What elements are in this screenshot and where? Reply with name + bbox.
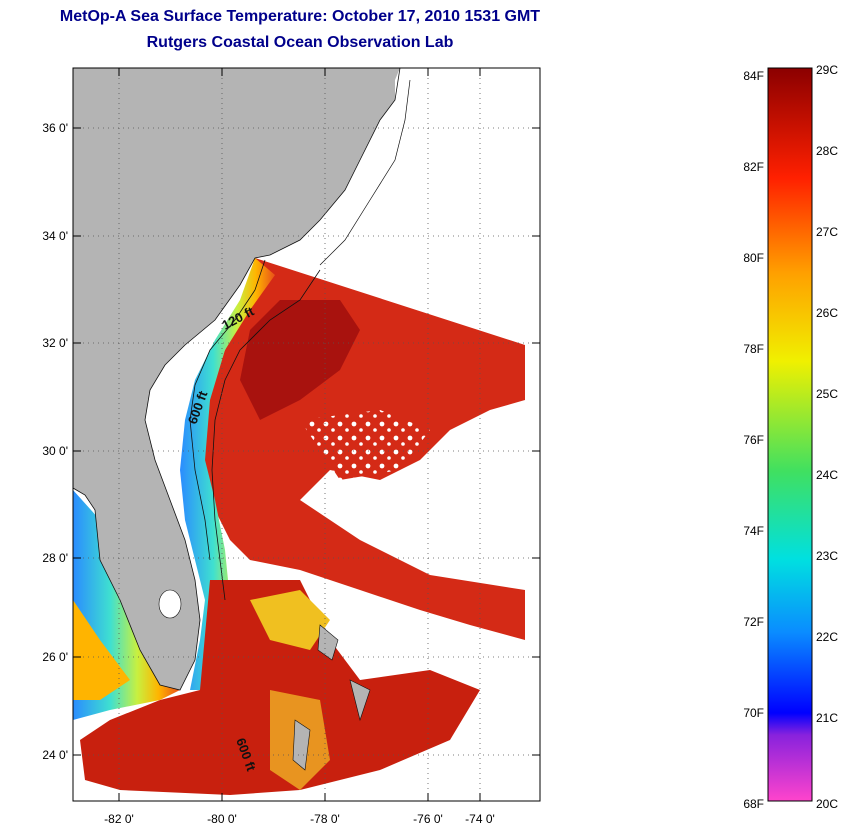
fahrenheit-label: 80F (743, 251, 764, 265)
latitude-labels: 36 0' 34 0' 32 0' 30 0' 28 0' 26 0' 24 0… (42, 121, 68, 762)
celsius-label: 24C (816, 468, 838, 482)
celsius-label: 25C (816, 387, 838, 401)
celsius-label: 28C (816, 144, 838, 158)
patchy-ocean (300, 410, 430, 480)
map-area[interactable]: 120 ft 600 ft 600 ft (73, 68, 540, 801)
lat-label: 26 0' (42, 650, 68, 664)
longitude-labels: -82 0' -80 0' -78 0' -76 0' -74 0' (104, 812, 495, 826)
isobath-600ft (211, 269, 321, 601)
fahrenheit-label: 78F (743, 342, 764, 356)
isobath-shelf-north (319, 79, 411, 266)
bahamas-islands (292, 624, 371, 771)
celsius-label: 21C (816, 711, 838, 725)
celsius-label: 27C (816, 225, 838, 239)
celsius-label: 23C (816, 549, 838, 563)
bahamas-bank-shallow (250, 590, 330, 650)
land-southeast-us (73, 68, 400, 690)
isobath-120ft (189, 259, 266, 561)
map-subtitle: Rutgers Coastal Ocean Observation Lab (146, 34, 454, 51)
celsius-label: 22C (816, 630, 838, 644)
lake-okeechobee (158, 589, 182, 619)
fahrenheit-label: 68F (743, 797, 764, 811)
lon-label: -82 0' (104, 812, 134, 826)
celsius-label: 29C (816, 63, 838, 77)
lat-label: 34 0' (42, 229, 68, 243)
lon-label: -78 0' (310, 812, 340, 826)
gulf-deep-water (73, 600, 130, 700)
lat-label: 24 0' (42, 748, 68, 762)
colorbar-fahrenheit-labels: 84F 82F 80F 78F 76F 74F 72F 70F 68F (743, 69, 764, 811)
lon-label: -76 0' (413, 812, 443, 826)
celsius-label: 20C (816, 797, 838, 811)
lon-label: -80 0' (207, 812, 237, 826)
lon-label: -74 0' (465, 812, 495, 826)
fahrenheit-label: 84F (743, 69, 764, 83)
coastal-cool-band (180, 258, 275, 690)
fahrenheit-label: 74F (743, 524, 764, 538)
coastline (73, 68, 401, 691)
lat-label: 28 0' (42, 551, 68, 565)
fahrenheit-label: 70F (743, 706, 764, 720)
lat-label: 36 0' (42, 121, 68, 135)
gulf-stream-core (240, 300, 360, 420)
frame-ticks (73, 68, 540, 801)
lat-label: 30 0' (42, 444, 68, 458)
fahrenheit-label: 76F (743, 433, 764, 447)
bahamas-warm-water (80, 580, 480, 795)
celsius-label: 26C (816, 306, 838, 320)
temperature-colorbar (767, 67, 813, 802)
colorbar-celsius-labels: 29C 28C 27C 26C 25C 24C 23C 22C 21C 20C (816, 63, 838, 811)
map-title: MetOp-A Sea Surface Temperature: October… (59, 8, 541, 25)
map-frame (72, 67, 541, 802)
fahrenheit-label: 72F (743, 615, 764, 629)
fahrenheit-label: 82F (743, 160, 764, 174)
graticule (73, 68, 540, 801)
lat-label: 32 0' (42, 336, 68, 350)
